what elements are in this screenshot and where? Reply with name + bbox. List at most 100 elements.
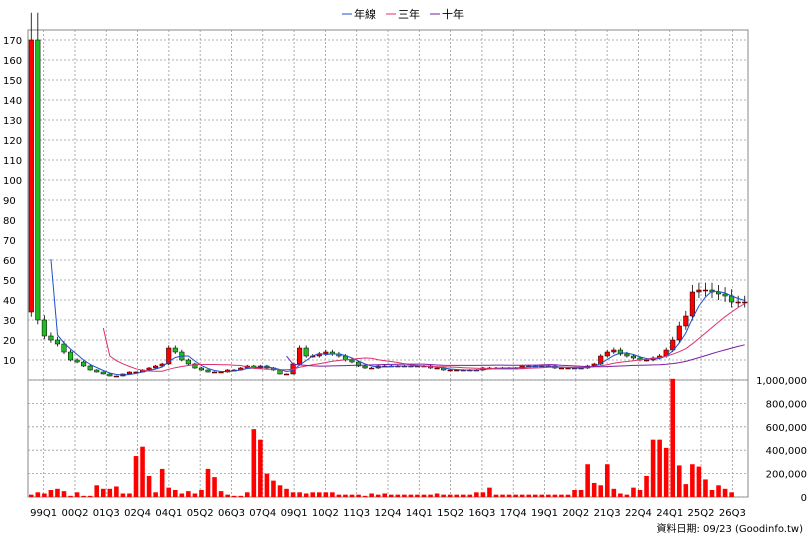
volume-bar xyxy=(192,493,198,497)
candle-body xyxy=(68,351,74,361)
price-tick-label-4: 50 xyxy=(3,276,16,287)
volume-y-axis: 0 200,000 400,000 600,000 800,000 1,000,000 xyxy=(756,376,807,504)
volume-bar xyxy=(611,488,617,497)
candle-body xyxy=(54,339,60,345)
volume-bar xyxy=(631,487,636,497)
volume-bar xyxy=(546,494,551,497)
volume-bar xyxy=(251,429,257,497)
x-tick-label-5: 05Q2 xyxy=(187,508,214,519)
volume-bar xyxy=(212,477,217,497)
candle-body xyxy=(61,343,67,353)
volume-bar xyxy=(526,494,532,497)
x-tick-label-17: 20Q2 xyxy=(562,508,589,519)
candle-body xyxy=(172,347,178,353)
x-tick-label-1: 00Q2 xyxy=(61,508,88,519)
candle-body xyxy=(198,367,204,371)
price-tick-label-12: 130 xyxy=(3,116,22,127)
volume-bar xyxy=(663,447,669,497)
volume-bar xyxy=(703,479,708,497)
volume-tick-label-3: 600,000 xyxy=(766,423,807,434)
volume-bar xyxy=(421,494,427,497)
price-tick-label-8: 90 xyxy=(3,196,16,207)
ma-1y-line xyxy=(50,258,745,376)
ma-3y-line xyxy=(102,303,745,372)
volume-bar xyxy=(676,465,682,497)
volume-bar xyxy=(408,494,414,497)
price-tick-label-7: 80 xyxy=(3,216,16,227)
volume-bar xyxy=(199,489,204,497)
volume-bar xyxy=(271,480,276,497)
candle-body xyxy=(624,353,630,357)
volume-bar xyxy=(225,494,230,497)
volume-bar xyxy=(284,488,289,497)
volume-bar xyxy=(552,494,558,497)
candle-body xyxy=(28,39,34,313)
volume-bar xyxy=(729,492,734,497)
volume-bar xyxy=(48,489,54,497)
x-tick-label-7: 07Q4 xyxy=(249,508,276,519)
volume-bar xyxy=(716,485,721,497)
volume-bar xyxy=(35,492,41,497)
volume-bar xyxy=(343,494,348,497)
candle-body xyxy=(284,373,290,376)
candle-body xyxy=(434,367,440,370)
x-tick-label-8: 09Q1 xyxy=(281,508,308,519)
legend-label-2: 十年 xyxy=(442,7,464,21)
volume-bar xyxy=(330,492,335,497)
volume-bar xyxy=(460,494,466,497)
volume-bar xyxy=(578,489,584,497)
volume-bar xyxy=(238,495,244,497)
candle-body xyxy=(735,301,741,304)
volume-bar xyxy=(722,488,728,497)
volume-bar xyxy=(61,491,67,497)
candle-body xyxy=(205,369,211,373)
candle-body xyxy=(722,293,728,297)
candle-body xyxy=(218,371,224,374)
data-date-credit: 資料日期: 09/23 (Goodinfo.tw) xyxy=(656,522,803,535)
candle-body xyxy=(166,347,172,365)
volume-bar xyxy=(42,493,47,497)
volume-bar xyxy=(696,466,702,497)
price-tick-label-11: 120 xyxy=(3,136,22,147)
volume-bar xyxy=(153,492,158,497)
candle-body xyxy=(689,291,695,317)
volume-bar xyxy=(441,494,446,497)
volume-bar xyxy=(382,493,388,497)
volume-bar xyxy=(690,464,695,497)
volume-bar xyxy=(28,494,34,497)
volume-bar xyxy=(624,494,630,497)
volume-bar xyxy=(585,464,590,497)
price-tick-label-5: 60 xyxy=(3,256,16,267)
candle-body xyxy=(356,361,362,367)
volume-bar xyxy=(114,486,119,497)
volume-bar xyxy=(186,491,191,497)
price-tick-label-0: 10 xyxy=(3,356,16,367)
volume-bar xyxy=(323,492,329,497)
volume-bar xyxy=(519,494,525,497)
x-tick-label-13: 15Q2 xyxy=(437,508,464,519)
volume-bar xyxy=(290,492,296,497)
volume-bar xyxy=(310,492,316,497)
candle-body xyxy=(323,351,329,355)
candle-body xyxy=(192,363,198,369)
volume-bar xyxy=(657,439,662,497)
candle-body xyxy=(74,359,80,363)
volume-bar xyxy=(146,475,152,497)
volume-bar xyxy=(179,493,185,497)
volume-bar xyxy=(539,494,545,497)
price-tick-label-2: 30 xyxy=(3,316,16,327)
volume-bar xyxy=(81,495,86,497)
volume-bar xyxy=(709,489,715,497)
candle-body xyxy=(303,347,309,357)
volume-bar xyxy=(487,487,492,497)
volume-bar xyxy=(316,492,322,497)
volume-bar xyxy=(474,492,479,497)
candle-body xyxy=(100,371,106,375)
volume-bar xyxy=(467,494,473,497)
candle-body xyxy=(617,349,623,355)
x-tick-label-15: 17Q4 xyxy=(500,508,527,519)
volume-bar xyxy=(133,456,139,497)
candle-body xyxy=(126,371,132,375)
candle-body xyxy=(297,347,303,365)
